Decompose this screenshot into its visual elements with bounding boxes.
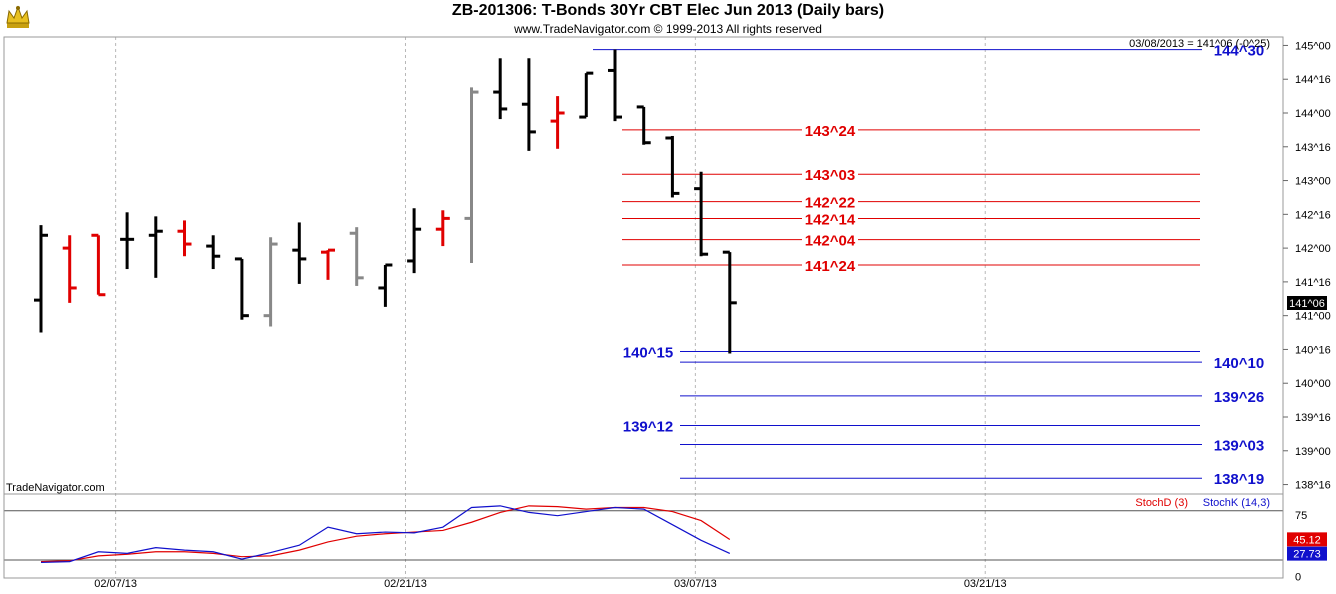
stoch-d-line — [40, 505, 731, 563]
level-label: 143^03 — [805, 167, 855, 184]
ohlc-bar — [435, 210, 450, 247]
y-tick-label: 144^16 — [1295, 74, 1331, 86]
last-price-label: 141^06 — [1289, 298, 1325, 310]
y-tick-label: 142^00 — [1295, 243, 1331, 255]
price-bars — [34, 49, 737, 354]
ohlc-bar — [292, 222, 307, 284]
osc-last-label: 27.73 — [1293, 549, 1321, 561]
last-price-box — [1287, 296, 1327, 310]
y-tick-label: 140^16 — [1295, 344, 1331, 356]
level-label: 140^15 — [623, 345, 673, 362]
ohlc-bar — [148, 216, 163, 278]
y-tick-label: 145^00 — [1295, 40, 1331, 52]
ohlc-bar — [206, 235, 221, 270]
osc-last-box — [1287, 532, 1327, 547]
y-tick-label: 138^16 — [1295, 480, 1331, 492]
level-label: 140^10 — [1214, 355, 1264, 372]
ohlc-bar — [263, 237, 278, 327]
ohlc-bar — [636, 105, 651, 145]
crown-logo-icon — [3, 3, 33, 33]
ohlc-bar — [579, 71, 594, 119]
level-label-bg — [802, 210, 858, 227]
ohlc-bar — [177, 220, 192, 257]
level-label: 138^19 — [1214, 471, 1264, 488]
y-tick-label: 141^16 — [1295, 277, 1331, 289]
plot-frame — [3, 36, 1284, 579]
y-tick-label: 139^16 — [1295, 412, 1331, 424]
level-label-bg — [802, 193, 858, 210]
ohlc-bar — [665, 135, 680, 198]
ohlc-bar — [349, 227, 364, 286]
chart-subtitle: www.TradeNavigator.com © 1999-2013 All r… — [514, 22, 822, 36]
ohlc-bar — [550, 96, 565, 149]
ohlc-bar — [521, 58, 536, 151]
info-readout: 03/08/2013 = 141^06 (-0^25) — [1129, 38, 1270, 50]
y-tick-label: 143^00 — [1295, 176, 1331, 188]
stoch-k-line — [40, 505, 731, 564]
level-label: 142^22 — [805, 195, 855, 212]
ohlc-bar — [234, 257, 249, 320]
y-tick-label: 141^00 — [1295, 311, 1331, 323]
osc-y-tick-label: 0 — [1295, 571, 1301, 583]
watermark-label: TradeNavigator.com — [6, 482, 105, 494]
legend-stoch-d: StochD (3) — [1135, 497, 1188, 509]
level-label: 139^26 — [1214, 389, 1264, 406]
level-label: 141^24 — [805, 258, 856, 275]
y-tick-label: 142^16 — [1295, 209, 1331, 221]
level-label-bg — [802, 257, 858, 273]
level-label: 139^12 — [623, 418, 673, 435]
ohlc-bar — [722, 250, 737, 354]
ohlc-bar — [464, 87, 479, 263]
ohlc-bar — [407, 208, 422, 274]
level-label: 142^04 — [805, 233, 856, 250]
ohlc-bar — [34, 225, 48, 333]
level-label: 143^24 — [805, 123, 856, 140]
stochastic-panel — [4, 505, 1283, 564]
osc-last-label: 45.12 — [1293, 534, 1321, 546]
level-label: 139^03 — [1214, 437, 1264, 454]
ohlc-bar — [694, 171, 709, 257]
legend-stoch-k: StochK (14,3) — [1203, 497, 1270, 509]
y-tick-label: 139^00 — [1295, 446, 1331, 458]
ohlc-bar — [91, 233, 106, 297]
ohlc-bar — [378, 263, 393, 307]
y-tick-label: 144^00 — [1295, 108, 1331, 120]
axes: 02/07/13 02/21/13 03/07/13 03/21/13 145^00 14… — [3, 36, 1331, 590]
x-tick-label: 03/21/13 — [964, 578, 1007, 590]
x-tick-label: 02/21/13 — [384, 578, 427, 590]
level-label: 144^30 — [1214, 43, 1264, 60]
ohlc-bar — [493, 58, 508, 120]
level-label-bg — [802, 231, 858, 248]
ohlc-bar — [120, 212, 135, 270]
ohlc-bar — [62, 235, 77, 303]
level-label: 142^14 — [805, 212, 856, 229]
ohlc-bar — [608, 49, 622, 122]
level-label-bg — [802, 121, 858, 138]
osc-y-tick-label: 75 — [1295, 510, 1307, 522]
grid-layer — [115, 37, 986, 578]
osc-last-box — [1287, 546, 1327, 561]
x-tick-label: 03/07/13 — [674, 578, 717, 590]
chart-title: ZB-201306: T-Bonds 30Yr CBT Elec Jun 201… — [451, 2, 885, 19]
y-tick-label: 140^00 — [1295, 378, 1331, 390]
ohlc-bar — [321, 248, 335, 280]
x-tick-label: 02/07/13 — [94, 578, 137, 590]
y-tick-label: 143^16 — [1295, 142, 1331, 154]
level-label-bg — [802, 166, 858, 183]
